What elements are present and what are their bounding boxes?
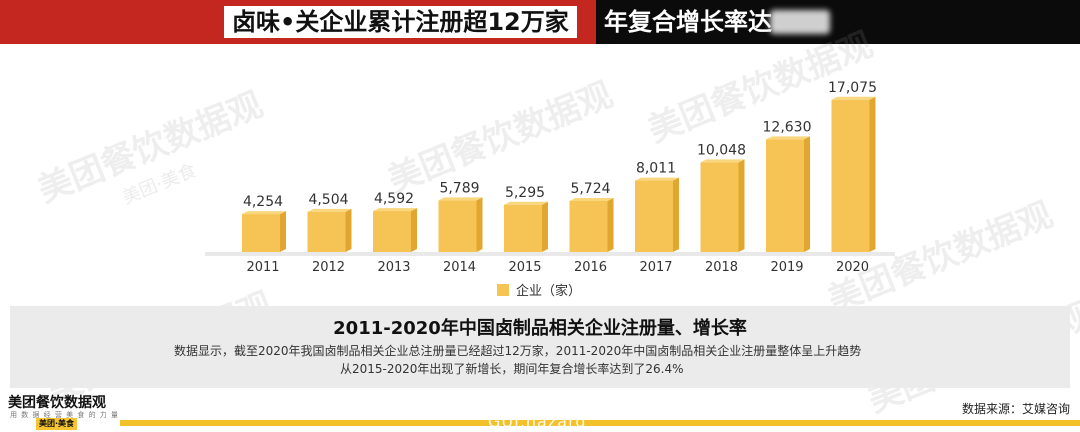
bar-2014 (438, 200, 477, 252)
caption-desc-line-1: 数据显示，截至2020年我国卤制品相关企业总注册量已经超过12万家，2011-2… (174, 344, 862, 358)
bar-top-2014 (438, 197, 483, 201)
bar-2016 (569, 200, 608, 252)
footer-logo: 美团·美食 (36, 418, 78, 430)
tick-label-2019: 2019 (770, 260, 803, 275)
value-label-2014: 5,789 (439, 180, 479, 196)
value-label-2017: 8,011 (636, 161, 676, 177)
bar-2015 (504, 204, 542, 252)
bar-top-2015 (504, 201, 548, 205)
bar-2017 (635, 180, 673, 252)
tick-label-2018: 2018 (705, 260, 738, 275)
caption-desc-line-2: 从2015-2020年出现了新增长，期间年复合增长率达到了26.4% (340, 362, 684, 376)
footer-brand-sub: 用 数 据 经 营 美 食 的 力 量 (10, 411, 120, 419)
value-label-2020: 17,075 (828, 80, 877, 96)
caption-description: 数据显示，截至2020年我国卤制品相关企业总注册量已经超过12万家，2011-2… (174, 342, 934, 378)
header-banner: 卤味•关企业累计注册超12万家 年复合增长率达 (0, 0, 1080, 44)
data-source: 数据来源：艾媒咨询 (961, 402, 1070, 416)
bars-layer: 4,254 2011 4,504 2012 4,592 2013 5,789 2014 5,29… (205, 80, 895, 275)
bar-top-2019 (766, 136, 810, 140)
tick-label-2013: 2013 (377, 260, 410, 275)
caption-title: 2011-2020年中国卤制品相关企业注册量、增长率 (333, 318, 747, 339)
header-title-right: 年复合增长率达 (604, 8, 772, 36)
tick-label-2015: 2015 (508, 260, 541, 275)
footer-brand: 美团餐饮数据观 (8, 395, 106, 411)
bar-chart: 4,254 2011 4,504 2012 4,592 2013 5,789 2014 5,29… (205, 80, 895, 299)
bar-side-2019 (804, 136, 810, 252)
header-title-left: 卤味•关企业累计注册超12万家 (224, 6, 577, 38)
bar-side-2013 (411, 208, 417, 252)
value-label-2011: 4,254 (243, 194, 283, 210)
site-watermark: GUI.hazard (488, 412, 587, 431)
value-label-2019: 12,630 (763, 119, 812, 135)
value-label-2018: 10,048 (697, 142, 746, 158)
bar-side-2020 (869, 96, 876, 252)
legend-label: 企业（家） (516, 283, 581, 299)
header-blurred-text (770, 10, 830, 34)
bar-top-2011 (242, 211, 286, 215)
tick-label-2011: 2011 (246, 260, 279, 275)
bar-2012 (307, 211, 346, 252)
bar-side-2018 (738, 159, 745, 252)
bar-side-2014 (476, 197, 483, 252)
tick-label-2020: 2020 (836, 260, 869, 275)
bar-side-2016 (607, 197, 614, 252)
bar-top-2012 (307, 208, 352, 212)
caption-box: 2011-2020年中国卤制品相关企业注册量、增长率 数据显示，截至2020年我… (10, 306, 1070, 388)
footer-yellow-bar (120, 420, 1080, 426)
bar-top-2017 (635, 177, 679, 181)
bar-top-2018 (700, 159, 745, 163)
value-label-2016: 5,724 (570, 181, 610, 197)
value-label-2012: 4,504 (308, 192, 348, 208)
value-label-2013: 4,592 (374, 191, 414, 207)
bar-side-2017 (673, 177, 679, 252)
bar-side-2011 (280, 211, 286, 252)
chart-legend: 企业（家） (497, 283, 581, 299)
legend-swatch (497, 284, 509, 296)
bar-2019 (766, 139, 804, 252)
value-label-2015: 5,295 (505, 185, 545, 201)
chart-baseline (205, 252, 895, 256)
bar-side-2015 (542, 201, 548, 252)
bar-2011 (242, 214, 280, 252)
bar-2020 (831, 99, 870, 252)
tick-label-2016: 2016 (574, 260, 607, 275)
tick-label-2017: 2017 (639, 260, 672, 275)
bar-top-2013 (373, 208, 417, 212)
tick-label-2014: 2014 (443, 260, 476, 275)
bar-2013 (373, 211, 411, 252)
header-black-band (596, 0, 1080, 44)
tick-label-2012: 2012 (312, 260, 345, 275)
bar-top-2020 (831, 96, 876, 100)
bar-side-2012 (345, 208, 352, 252)
bar-top-2016 (569, 197, 614, 201)
bar-2018 (700, 162, 739, 252)
